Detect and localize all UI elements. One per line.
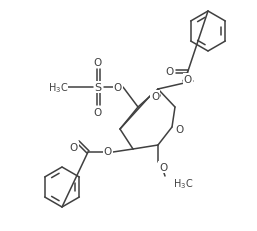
Text: O: O	[151, 92, 159, 102]
Text: O: O	[114, 83, 122, 93]
Text: H$_3$C: H$_3$C	[48, 81, 68, 94]
Text: O: O	[104, 146, 112, 156]
Text: H$_3$C: H$_3$C	[173, 176, 193, 190]
Text: O: O	[166, 67, 174, 77]
Text: O: O	[175, 125, 183, 134]
Text: O: O	[94, 58, 102, 68]
Text: O: O	[94, 108, 102, 118]
Text: O: O	[184, 75, 192, 85]
Text: O: O	[159, 162, 167, 172]
Text: O: O	[70, 142, 78, 152]
Text: S: S	[94, 83, 102, 93]
